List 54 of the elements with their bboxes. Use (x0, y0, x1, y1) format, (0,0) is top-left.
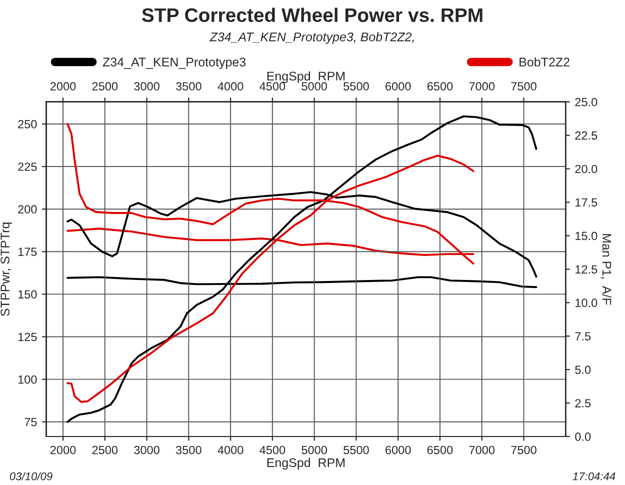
y-tick-label: 100 (18, 375, 37, 384)
y2-tick-label: 5.0 (575, 366, 591, 374)
y-tick-label: 200 (18, 205, 37, 214)
x-tick-label: 2500 (92, 446, 118, 454)
legend-label: BobT2Z2 (520, 57, 570, 67)
x2-tick-label: 4000 (218, 82, 244, 90)
x2-tick-label: 4500 (260, 82, 286, 90)
y2-axis-title: Man P1, A/F (600, 234, 612, 305)
line-series (66, 115, 538, 423)
x2-tick-label: 6500 (427, 82, 453, 90)
x2-tick-label: 5500 (344, 82, 369, 90)
y-tick-label: 175 (18, 248, 37, 256)
legend-label: Z34_AT_KEN_Prototype3 (102, 58, 246, 69)
x-tick-label: 3500 (176, 446, 202, 454)
x-tick-label: 5000 (302, 446, 327, 454)
y2-tick-label: 7.5 (575, 332, 591, 340)
x2-tick-label: 2500 (92, 82, 118, 90)
x-tick-label: 4500 (260, 446, 286, 454)
chart-subtitle: Z34_AT_KEN_Prototype3, BobT2Z2, (210, 32, 414, 44)
text: 17:04:44 (572, 472, 616, 480)
y-tick-label: 250 (18, 120, 37, 128)
x-tick-label: 6000 (386, 446, 411, 454)
x-axis-title: EngSpd RPM (267, 458, 345, 470)
x2-tick-label: 2000 (50, 82, 76, 90)
x2-tick-label: 5000 (302, 82, 327, 90)
y-tick-label: 150 (18, 290, 37, 299)
x2-tick-label: 3000 (134, 82, 160, 90)
x2-tick-label: 7500 (511, 82, 536, 90)
x-tick-label: 4000 (218, 446, 244, 454)
x-tick-label: 3000 (134, 446, 160, 454)
y2-tick-label: 22.5 (575, 131, 598, 140)
x2-tick-label: 7000 (469, 82, 495, 90)
x-tick-label: 7500 (511, 446, 536, 454)
y2-tick-label: 15.0 (576, 232, 598, 240)
x2-tick-label: 6000 (386, 82, 411, 90)
y-tick-label: 225 (18, 162, 37, 171)
y-tick-label: 125 (18, 332, 37, 342)
y-axis-title: STPPwr, STPTrq (0, 222, 12, 316)
text: 03/10/09 (10, 472, 52, 480)
x-tick-label: 5500 (344, 446, 369, 454)
chart-title: STP Corrected Wheel Power vs. RPM (142, 8, 482, 22)
y2-tick-label: 25.0 (575, 98, 598, 106)
y2-tick-label: 20.0 (575, 164, 598, 174)
y2-tick-label: 12.5 (576, 265, 598, 274)
x-tick-label: 7000 (469, 446, 495, 454)
y-tick-label: 75 (24, 418, 37, 426)
y2-tick-label: 2.5 (575, 399, 591, 408)
x2-tick-label: 3500 (176, 82, 202, 90)
x-tick-label: 6500 (427, 446, 453, 454)
y2-tick-label: 17.5 (576, 198, 598, 207)
x2-axis-title: EngSpd RPM (267, 71, 345, 84)
y2-tick-label: 10.0 (576, 298, 598, 308)
y2-tick-label: 0.0 (575, 432, 591, 441)
x-tick-label: 2000 (50, 446, 76, 454)
